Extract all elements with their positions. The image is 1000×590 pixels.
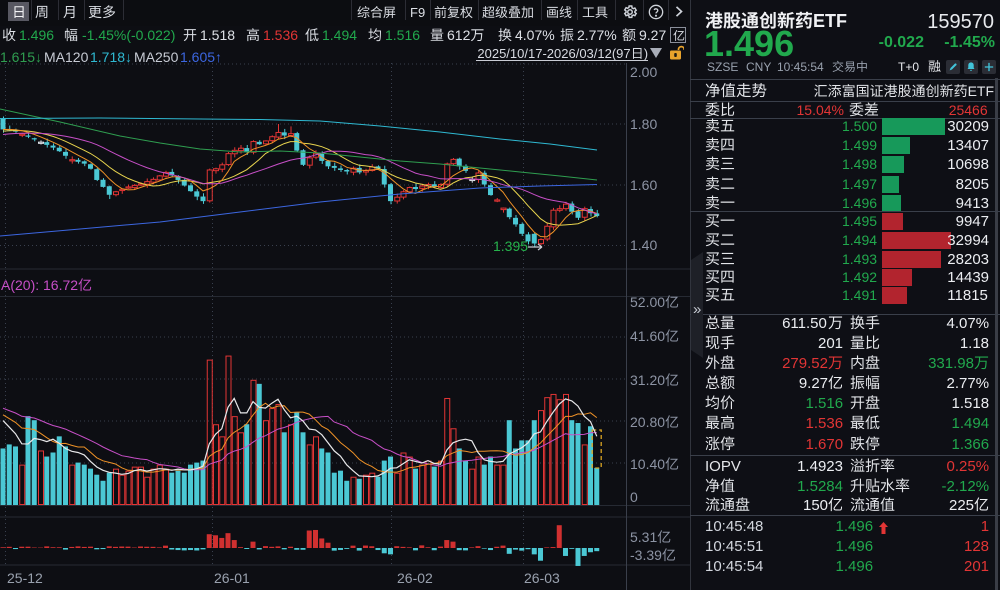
svg-text:1.605↑: 1.605↑ [180, 49, 222, 65]
svg-text:13407: 13407 [947, 137, 989, 154]
svg-text:10:45:48: 10:45:48 [705, 518, 763, 535]
svg-text:1.499: 1.499 [842, 137, 877, 153]
svg-text:-3.39: -3.39 [630, 547, 662, 563]
svg-text:1.615↓: 1.615↓ [0, 49, 42, 65]
svg-text:MA250: MA250 [134, 49, 179, 65]
svg-text:0: 0 [630, 489, 638, 505]
svg-text:1.718↓: 1.718↓ [90, 49, 132, 65]
svg-text:10.40: 10.40 [630, 456, 665, 472]
svg-text:1.80: 1.80 [630, 116, 657, 132]
svg-text:1.60: 1.60 [630, 177, 657, 193]
svg-text:10:45:54: 10:45:54 [777, 60, 824, 74]
svg-text:1.516: 1.516 [806, 395, 844, 412]
svg-text:52.00: 52.00 [630, 294, 665, 310]
svg-text:2.00: 2.00 [630, 64, 657, 80]
svg-text:612: 612 [447, 27, 471, 43]
svg-text:4.07%: 4.07% [515, 27, 555, 43]
svg-text:31.20: 31.20 [630, 372, 665, 388]
svg-text:IOPV: IOPV [705, 458, 741, 475]
svg-text:1.516: 1.516 [385, 27, 420, 43]
svg-text:279.52: 279.52 [782, 355, 828, 372]
svg-text:20.80: 20.80 [630, 414, 665, 430]
svg-text:1.496: 1.496 [704, 23, 794, 64]
svg-text:MA120: MA120 [44, 49, 89, 65]
svg-text:F9: F9 [410, 5, 425, 20]
svg-text:611.50: 611.50 [782, 315, 827, 332]
svg-text:9413: 9413 [956, 195, 989, 212]
svg-text:1.500: 1.500 [842, 118, 877, 134]
svg-text:9.27: 9.27 [799, 375, 828, 392]
svg-text:28203: 28203 [947, 251, 989, 268]
svg-text:1.496: 1.496 [836, 558, 874, 575]
svg-text:331.98: 331.98 [928, 355, 974, 372]
svg-text:9947: 9947 [956, 213, 989, 230]
svg-text:150: 150 [803, 497, 828, 514]
svg-text:26-03: 26-03 [524, 570, 560, 586]
svg-text:10:45:51: 10:45:51 [705, 538, 763, 555]
svg-text:26-02: 26-02 [397, 570, 433, 586]
svg-text:4.07%: 4.07% [947, 315, 990, 332]
svg-text:15.04%: 15.04% [797, 102, 844, 118]
svg-text:8205: 8205 [956, 176, 989, 193]
svg-text:1.496: 1.496 [19, 27, 54, 43]
svg-text:-1.45%: -1.45% [944, 34, 995, 51]
svg-text:-1.45%(-0.022): -1.45%(-0.022) [82, 27, 175, 43]
svg-text:1.494: 1.494 [842, 232, 877, 248]
svg-text:0.25%: 0.25% [947, 458, 990, 475]
svg-text:1.496: 1.496 [836, 518, 874, 535]
svg-text:32994: 32994 [947, 232, 989, 249]
svg-text:1.4923: 1.4923 [797, 458, 843, 475]
svg-text:1.40: 1.40 [630, 237, 657, 253]
svg-text:9.27: 9.27 [639, 27, 666, 43]
svg-text:1.496: 1.496 [842, 195, 877, 211]
svg-text:-0.022: -0.022 [879, 34, 924, 51]
svg-text:2.77%: 2.77% [577, 27, 617, 43]
svg-text:1.494: 1.494 [322, 27, 357, 43]
svg-text:10698: 10698 [947, 156, 989, 173]
svg-text:26-01: 26-01 [214, 570, 250, 586]
svg-text:1.18: 1.18 [960, 335, 989, 352]
svg-text:1.497: 1.497 [842, 176, 877, 192]
svg-text:25-12: 25-12 [7, 570, 43, 586]
svg-text:1.491: 1.491 [842, 287, 877, 303]
svg-text:1.536: 1.536 [806, 415, 844, 432]
svg-text:2025/10/17-2026/03/12(97: 2025/10/17-2026/03/12(97 [477, 46, 630, 61]
svg-text:14439: 14439 [947, 269, 989, 286]
svg-text:10:45:54: 10:45:54 [705, 558, 763, 575]
svg-text:41.60: 41.60 [630, 328, 665, 344]
svg-text:CNY: CNY [746, 60, 771, 74]
svg-text:1.670: 1.670 [806, 436, 844, 453]
svg-text:1.492: 1.492 [842, 269, 877, 285]
svg-text:5.31: 5.31 [630, 529, 657, 545]
svg-text:128: 128 [964, 538, 989, 555]
svg-text:1: 1 [981, 518, 989, 535]
svg-text:1.395: 1.395 [493, 238, 528, 254]
svg-text:1.493: 1.493 [842, 251, 877, 267]
svg-text:): ) [644, 46, 648, 61]
svg-text:ETF: ETF [813, 11, 847, 31]
svg-text:201: 201 [818, 335, 843, 352]
svg-text:1.495: 1.495 [842, 213, 877, 229]
svg-text:1.518: 1.518 [952, 395, 990, 412]
svg-text:T+0: T+0 [898, 60, 919, 74]
svg-text:11815: 11815 [947, 287, 988, 304]
svg-text:A(20): 16.72: A(20): 16.72 [1, 277, 78, 293]
svg-text:2.77%: 2.77% [947, 375, 990, 392]
svg-text:»: » [693, 301, 701, 318]
svg-text:1.498: 1.498 [842, 156, 877, 172]
svg-text:1.494: 1.494 [952, 415, 990, 432]
svg-text:1.536: 1.536 [263, 27, 298, 43]
svg-text:1.5284: 1.5284 [797, 478, 843, 495]
svg-text:30209: 30209 [947, 118, 989, 135]
svg-text:1.366: 1.366 [952, 436, 990, 453]
svg-text:-2.12%: -2.12% [942, 478, 990, 495]
svg-text:SZSE: SZSE [707, 60, 738, 74]
svg-text:201: 201 [964, 558, 989, 575]
svg-text:159570: 159570 [927, 11, 994, 33]
svg-text:1.518: 1.518 [200, 27, 235, 43]
svg-text:225: 225 [949, 497, 974, 514]
svg-text:ETF: ETF [968, 83, 994, 99]
svg-text:25466: 25466 [949, 102, 988, 118]
svg-text:1.496: 1.496 [836, 538, 874, 555]
